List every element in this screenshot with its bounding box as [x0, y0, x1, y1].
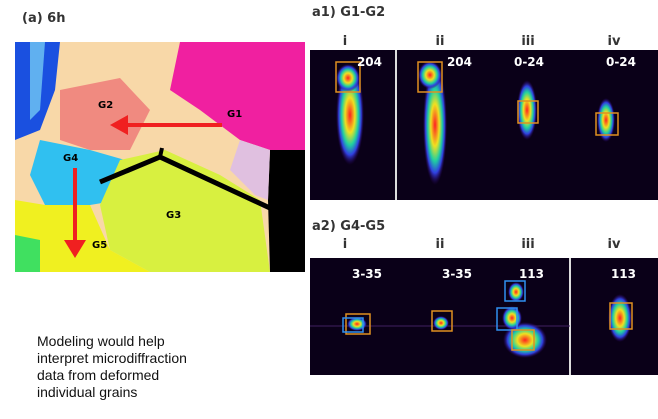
column-header: i	[343, 237, 347, 252]
figure-page: (a) 6h G1 G2 G3 G4 G5 a1) G1-G2	[0, 0, 658, 419]
column-header: ii	[436, 34, 445, 49]
column-header: iii	[521, 34, 534, 49]
column-header: i	[343, 34, 347, 49]
column-header: iv	[608, 34, 621, 49]
column-header: ii	[436, 237, 445, 252]
reflection-label: 3-35	[352, 267, 382, 281]
reflection-label: 0-24	[606, 55, 636, 69]
grain-label: G1	[227, 109, 242, 120]
grain-label: G4	[63, 153, 78, 164]
grain-label: G5	[92, 240, 107, 251]
column-header: iv	[608, 237, 621, 252]
reflection-label: 204	[447, 55, 472, 69]
reflection-label: 3-35	[442, 267, 472, 281]
reflection-label: 0-24	[514, 55, 544, 69]
reflection-label: 113	[519, 267, 544, 281]
caption: Modeling would help interpret microdiffr…	[37, 333, 215, 401]
diffraction-row	[310, 50, 658, 200]
grain-label: G2	[98, 100, 113, 111]
column-header: iii	[521, 237, 534, 252]
reflection-label: 113	[611, 267, 636, 281]
panel-title: a2) G4-G5	[312, 219, 385, 234]
grain-map	[15, 42, 305, 272]
panel-title: (a) 6h	[22, 11, 65, 26]
panel-title: a1) G1-G2	[312, 5, 385, 20]
grain-label: G3	[166, 210, 181, 221]
reflection-label: 204	[357, 55, 382, 69]
